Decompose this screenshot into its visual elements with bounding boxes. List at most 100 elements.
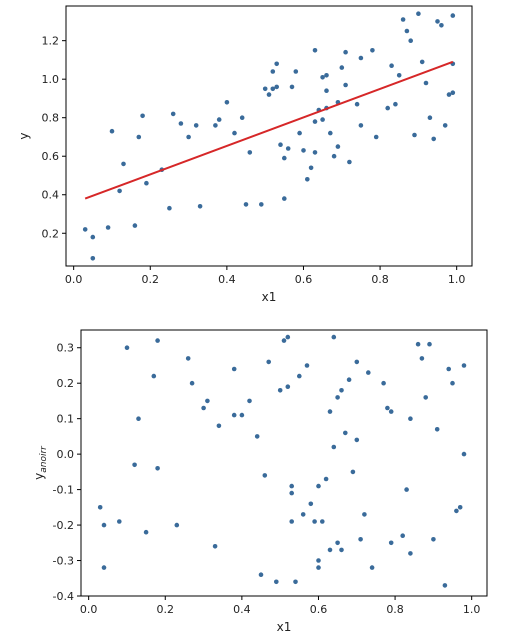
scatter-point [124, 345, 130, 351]
scatter-point [331, 334, 337, 340]
x-tick-label: 0.8 [371, 273, 389, 286]
scatter-point [300, 512, 306, 517]
scatter-point [289, 519, 295, 524]
scatter-point [454, 508, 459, 514]
y-tick-label: -0.1 [53, 484, 74, 497]
scatter-point [285, 384, 291, 390]
scatter-point [282, 196, 287, 201]
x-tick-label: 1.0 [448, 273, 466, 286]
scatter-point [151, 373, 157, 379]
scatter-point [347, 159, 352, 165]
scatter-point [259, 202, 264, 207]
scatter-point [457, 505, 463, 510]
x-tick-label: 0.0 [65, 273, 83, 286]
scatter-point [216, 423, 222, 429]
scatter-point [117, 519, 122, 524]
scatter-point [239, 115, 245, 120]
scatter-point [144, 180, 149, 186]
scatter-point [358, 123, 364, 128]
scatter-point [297, 373, 302, 379]
scatter-point [335, 395, 340, 400]
scatter-point [224, 100, 230, 105]
scatter-point [132, 462, 137, 468]
scatter-point [324, 73, 329, 78]
scatter-point [385, 105, 391, 111]
scatter-point [185, 356, 191, 361]
scatter-point [442, 583, 448, 588]
scatter-point [354, 359, 360, 365]
scatter-point [388, 540, 394, 546]
scatter-point [193, 123, 199, 128]
scatter-point [186, 134, 191, 140]
scatter-point [343, 430, 348, 436]
scatter-point [320, 519, 325, 524]
scatter-point [389, 63, 394, 68]
scatter-point [274, 61, 280, 67]
y-tick-label: 0.2 [57, 377, 75, 390]
scatter-point [312, 119, 318, 124]
scatter-point [101, 522, 107, 528]
scatter-point [136, 134, 142, 140]
scatter-point [412, 132, 417, 138]
scatter-point [320, 117, 325, 122]
scatter-point [304, 363, 310, 368]
scatter-point [274, 579, 279, 585]
scatter-point [393, 101, 398, 107]
scatter-point [450, 380, 455, 386]
scatter-point [285, 146, 291, 151]
x-tick-label: 0.8 [386, 603, 404, 616]
scatter-point [324, 88, 329, 93]
y-tick-label: 0.6 [42, 150, 60, 163]
top-axes-frame [65, 5, 473, 267]
scatter-point [446, 92, 452, 97]
scatter-point [231, 412, 237, 418]
scatter-point [213, 123, 218, 128]
scatter-point [266, 359, 272, 365]
scatter-point [105, 225, 111, 230]
scatter-point [174, 522, 180, 528]
scatter-point [435, 19, 440, 24]
scatter-point [121, 161, 126, 167]
top-y-ticks: 0.2 0.4 0.6 0.8 1.0 1.2 [42, 35, 66, 240]
scatter-point [450, 90, 456, 95]
scatter-point [239, 412, 245, 418]
scatter-point [461, 363, 467, 368]
scatter-point [90, 234, 96, 240]
scatter-point [431, 537, 436, 542]
bottom-y-ticks: -0.4 -0.3 -0.2 -0.1 0.0 0.1 0.2 0.3 [53, 342, 81, 603]
scatter-point [293, 579, 298, 585]
scatter-point [331, 444, 337, 450]
scatter-point [400, 17, 406, 22]
x-tick-label: 0.0 [80, 603, 98, 616]
x-tick-label: 0.6 [310, 603, 328, 616]
scatter-point [117, 188, 122, 194]
scatter-point [461, 451, 467, 457]
top-y-axis-label: y [17, 132, 31, 139]
scatter-point [297, 130, 302, 136]
scatter-point [408, 551, 413, 556]
scatter-point [415, 341, 421, 347]
scatter-point [446, 366, 452, 372]
scatter-point [331, 153, 337, 159]
scatter-point [381, 380, 386, 386]
scatter-point [262, 473, 268, 478]
scatter-point [354, 437, 360, 443]
y-tick-label: 0.8 [42, 112, 60, 125]
x-tick-label: 0.4 [218, 273, 236, 286]
scatter-point [408, 416, 413, 422]
scatter-point [232, 130, 237, 136]
top-scatter-points [82, 11, 456, 261]
scatter-point [305, 177, 310, 182]
scatter-point [254, 434, 260, 439]
scatter-point [167, 205, 172, 211]
scatter-point [328, 130, 333, 136]
scatter-point [316, 558, 321, 563]
scatter-point [339, 547, 344, 553]
scatter-point [350, 469, 356, 475]
scatter-point [282, 155, 287, 161]
scatter-point [293, 69, 299, 74]
scatter-point [423, 80, 429, 86]
scatter-point [312, 48, 318, 53]
scatter-point [323, 476, 329, 482]
scatter-point [231, 366, 237, 372]
